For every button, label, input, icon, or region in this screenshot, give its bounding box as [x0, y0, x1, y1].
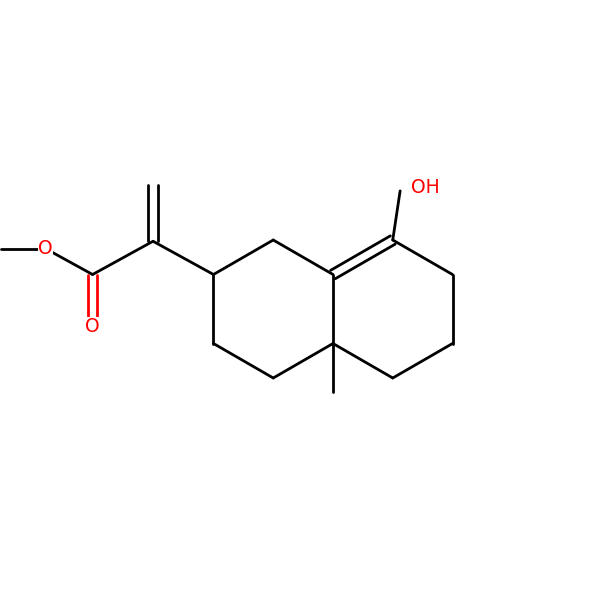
Text: OH: OH [411, 178, 440, 197]
Text: O: O [85, 317, 100, 336]
Text: O: O [38, 239, 53, 258]
